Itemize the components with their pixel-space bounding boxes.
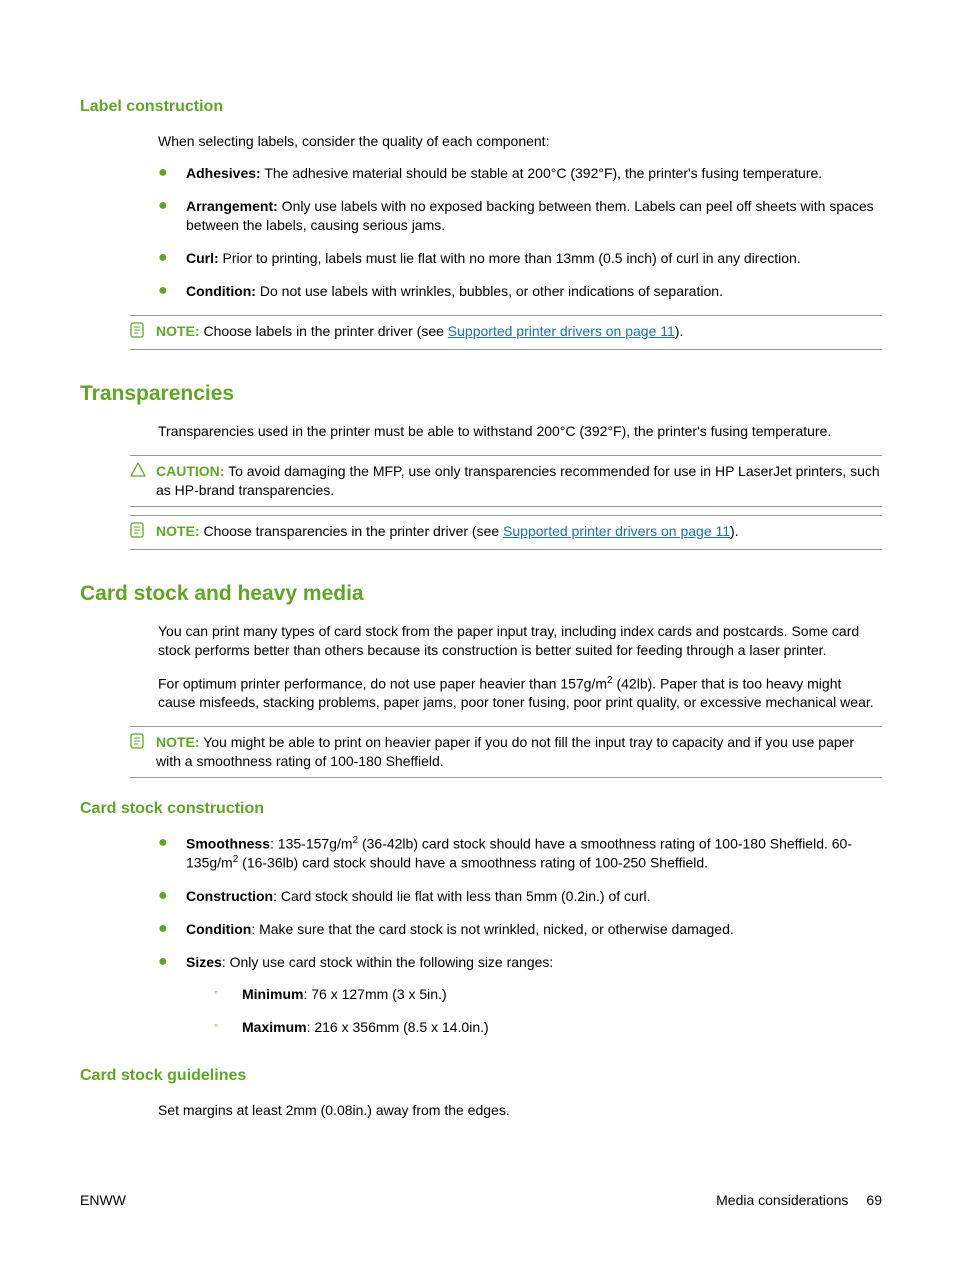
footer-right: Media considerations69 [716,1191,882,1210]
link-supported-drivers[interactable]: Supported printer drivers on page 11 [503,523,730,539]
list-item: ● Smoothness: 135-157g/m2 (36-42lb) card… [158,834,882,873]
caution-box: CAUTION: To avoid damaging the MFP, use … [130,455,882,507]
page-footer: ENWW Media considerations69 [80,1191,882,1210]
heading-card-stock-guidelines: Card stock guidelines [80,1065,882,1087]
note-icon [130,522,156,543]
note-box: NOTE: Choose transparencies in the print… [130,515,882,550]
sub-list-item: ◦ Maximum: 216 x 356mm (8.5 x 14.0in.) [214,1018,882,1037]
note-box: NOTE: Choose labels in the printer drive… [130,315,882,350]
list-item: ● Construction: Card stock should lie fl… [158,887,882,906]
intro-text: When selecting labels, consider the qual… [158,132,882,151]
heading-card-stock-construction: Card stock construction [80,798,882,820]
heading-label-construction: Label construction [80,96,882,118]
list-item: ● Sizes: Only use card stock within the … [158,953,882,1052]
list-item: ● Condition: Do not use labels with wrin… [158,282,882,301]
label-bullet-list: ● Adhesives: The adhesive material shoul… [158,164,882,300]
sub-list-item: ◦ Minimum: 76 x 127mm (3 x 5in.) [214,985,882,1004]
bullet-icon: ● [158,887,186,906]
bullet-icon: ● [158,197,186,235]
bullet-icon: ● [158,920,186,939]
cardstock-bullet-list: ● Smoothness: 135-157g/m2 (36-42lb) card… [158,834,882,1052]
body-text: For optimum printer performance, do not … [158,674,882,712]
body-text: You can print many types of card stock f… [158,622,882,660]
caution-icon [130,462,156,500]
list-item: ● Arrangement: Only use labels with no e… [158,197,882,235]
note-icon [130,733,156,771]
bullet-icon: ● [158,953,186,1052]
bullet-icon: ● [158,282,186,301]
heading-transparencies: Transparencies [80,380,882,408]
note-label: NOTE: [156,323,200,339]
footer-left: ENWW [80,1191,126,1210]
bullet-icon: ● [158,249,186,268]
note-label: NOTE: [156,523,200,539]
list-item: ● Condition: Make sure that the card sto… [158,920,882,939]
bullet-icon: ● [158,834,186,873]
note-icon [130,322,156,343]
list-item: ● Curl: Prior to printing, labels must l… [158,249,882,268]
list-item: ● Adhesives: The adhesive material shoul… [158,164,882,183]
note-box: NOTE: You might be able to print on heav… [130,726,882,778]
note-label: NOTE: [156,734,200,750]
bullet-icon: ● [158,164,186,183]
sub-bullet-icon: ◦ [214,985,242,1004]
body-text: Transparencies used in the printer must … [158,422,882,441]
body-text: Set margins at least 2mm (0.08in.) away … [158,1101,882,1120]
caution-label: CAUTION: [156,463,224,479]
sub-bullet-icon: ◦ [214,1018,242,1037]
link-supported-drivers[interactable]: Supported printer drivers on page 11 [448,323,675,339]
heading-card-stock: Card stock and heavy media [80,580,882,608]
